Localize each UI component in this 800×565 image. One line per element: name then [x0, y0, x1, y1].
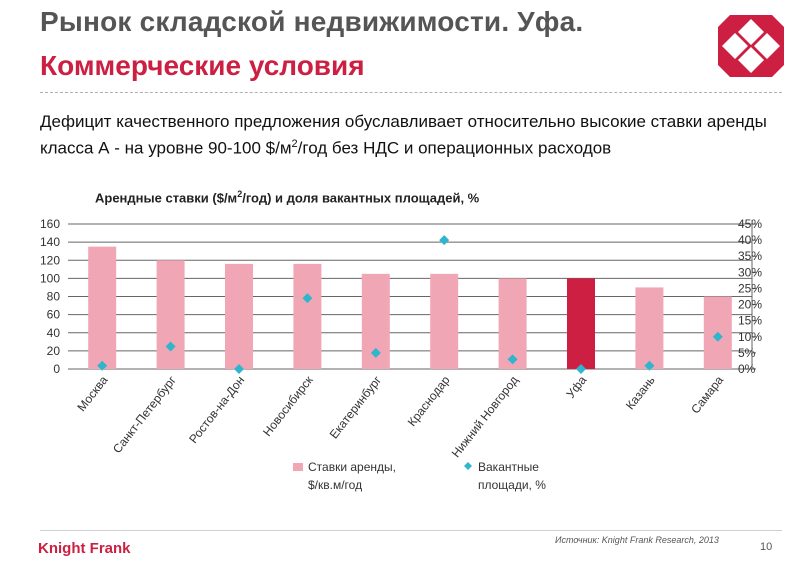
- x-category-label: Нижний Новгород: [449, 373, 521, 460]
- vacancy-marker-4: [302, 293, 313, 304]
- knight-frank-logo-icon: [718, 15, 784, 77]
- body-paragraph: Дефицит качественного предложения обусла…: [40, 112, 767, 158]
- vacancy-marker-10: [712, 331, 723, 342]
- y-right-tick-label: 40%: [738, 233, 762, 247]
- x-category-label: Новосибирск: [260, 373, 316, 439]
- legend-label: площади, %: [478, 478, 546, 492]
- chart-title: Арендные ставки ($/м2/год) и доля вакант…: [95, 189, 480, 206]
- x-category-label: Уфа: [563, 373, 589, 401]
- y-right-tick-label: 45%: [738, 217, 762, 231]
- rent-vacancy-chart: 0 20 40 60 80 100 120 140 160 0% 5% 10% 15% 20% 25% 30%…: [40, 217, 762, 492]
- x-category-label: Самара: [688, 373, 726, 416]
- bar-3: [225, 263, 253, 369]
- legend-bar-swatch: [293, 463, 303, 471]
- y-right-tick-label: 5%: [738, 346, 756, 360]
- page-number: 10: [760, 541, 773, 553]
- legend-label: Ставки аренды,: [308, 460, 396, 474]
- y-right-tick-label: 35%: [738, 249, 762, 263]
- vacancy-marker-1: [97, 360, 108, 371]
- vacancy-marker-3: [234, 364, 244, 374]
- slide-subtitle: Коммерческие условия: [40, 50, 365, 81]
- legend-label: Вакантные: [478, 460, 539, 474]
- x-category-label: Санкт-Петербург: [110, 373, 179, 456]
- vacancy-marker-7: [507, 354, 518, 365]
- legend-marker-swatch: [464, 462, 472, 470]
- y-left-tick-label: 20: [47, 344, 61, 358]
- vacancy-marker-9: [644, 360, 655, 371]
- legend-label: $/кв.м/год: [308, 478, 362, 492]
- bar-7: [498, 278, 527, 369]
- vacancy-marker-8: [576, 364, 586, 374]
- x-category-label: Казань: [623, 373, 658, 412]
- brand-wordmark: Knight Frank: [38, 540, 131, 557]
- bar-8: [567, 278, 595, 369]
- bar-6: [430, 273, 459, 369]
- x-category-label: Краснодар: [405, 373, 453, 429]
- x-category-label: Екатеринбург: [327, 373, 385, 442]
- bar-1: [88, 246, 117, 369]
- y-right-tick-label: 0%: [738, 362, 756, 376]
- x-category-label: Ростов-на-Дон: [186, 373, 247, 446]
- y-left-tick-label: 140: [40, 235, 60, 249]
- source-note: Источник: Knight Frank Research, 2013: [555, 535, 719, 545]
- y-right-tick-label: 30%: [738, 265, 762, 279]
- bar-4: [293, 263, 322, 369]
- y-left-tick-label: 100: [40, 271, 60, 285]
- y-left-tick-label: 160: [40, 217, 60, 231]
- y-left-tick-label: 60: [47, 308, 61, 322]
- y-left-tick-label: 40: [47, 326, 61, 340]
- y-right-tick-label: 25%: [738, 281, 762, 295]
- y-left-tick-label: 80: [47, 290, 61, 304]
- y-right-tick-label: 20%: [738, 298, 762, 312]
- bar-9: [635, 287, 664, 369]
- vacancy-marker-6: [439, 235, 450, 246]
- slide-title: Рынок складской недвижимости. Уфа.: [40, 6, 584, 37]
- title-divider: [40, 92, 782, 93]
- x-category-label: Москва: [74, 373, 110, 414]
- vacancy-marker-5: [370, 347, 381, 358]
- y-right-tick-label: 10%: [738, 330, 762, 344]
- y-right-tick-label: 15%: [738, 314, 762, 328]
- vacancy-marker-2: [165, 341, 176, 352]
- y-left-tick-label: 0: [53, 362, 60, 376]
- footer-divider: [40, 530, 782, 531]
- bar-2: [156, 260, 185, 369]
- y-left-tick-label: 120: [40, 253, 60, 267]
